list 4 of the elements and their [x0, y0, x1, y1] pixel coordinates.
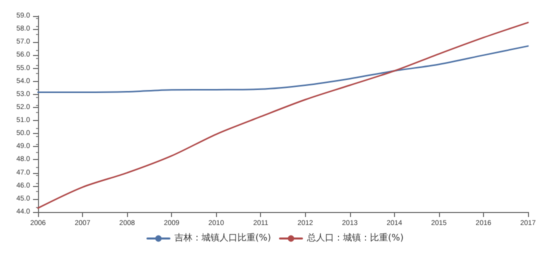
- line-series: [37, 45, 529, 94]
- legend-label: 总人口：城镇：比重(%): [306, 232, 404, 244]
- legend-label: 吉林：城镇人口比重(%): [174, 232, 272, 244]
- line-series: [37, 22, 529, 209]
